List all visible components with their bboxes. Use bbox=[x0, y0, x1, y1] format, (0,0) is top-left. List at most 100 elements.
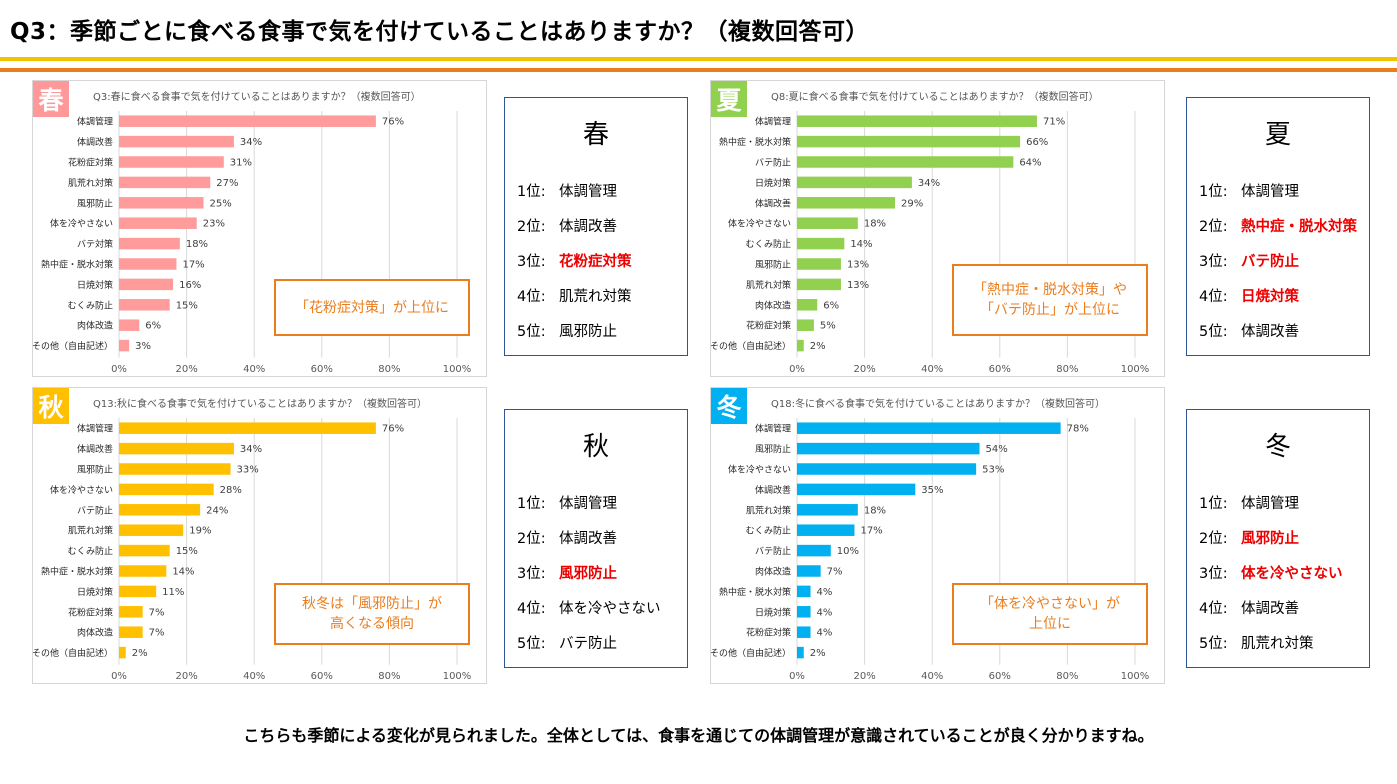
summer-value-label: 13% bbox=[847, 260, 869, 271]
winter-value-label: 54% bbox=[986, 444, 1008, 455]
summer-x-tick-label: 20% bbox=[853, 364, 875, 375]
winter-value-label: 10% bbox=[837, 546, 859, 557]
winter-value-label: 17% bbox=[860, 526, 882, 537]
summer-category-label: バテ防止 bbox=[755, 157, 791, 169]
spring-rank-item: 4位: 肌荒れ対策 bbox=[517, 285, 632, 306]
spring-value-label: 27% bbox=[216, 178, 238, 189]
spring-badge: 春 bbox=[33, 81, 69, 117]
summer-ranking-box: 夏 1位: 体調管理 2位: 熱中症・脱水対策 3位: バテ防止 4位: 日焼対策 5位: 体調改… bbox=[1186, 97, 1370, 356]
winter-category-label: 熱中症・脱水対策 bbox=[719, 586, 791, 598]
winter-rank-number: 3位: bbox=[1199, 566, 1228, 582]
autumn-category-label: 日焼対策 bbox=[77, 586, 113, 598]
autumn-value-label: 28% bbox=[220, 485, 242, 496]
winter-bar bbox=[797, 442, 980, 455]
winter-value-label: 7% bbox=[827, 567, 843, 578]
summer-rank-number: 1位: bbox=[1199, 184, 1228, 200]
autumn-value-label: 34% bbox=[240, 444, 262, 455]
autumn-rank-item: 2位: 体調改善 bbox=[517, 527, 617, 548]
winter-bar bbox=[797, 463, 977, 475]
spring-chart-panel: 春 Q3:春に食べる食事で気を付けていることはありますか？（複数回答可） 0% 2… bbox=[32, 80, 487, 377]
summer-category-label: むくみ防止 bbox=[746, 238, 791, 250]
winter-rank-label: 風邪防止 bbox=[1241, 531, 1299, 547]
summer-rank-label: 日焼対策 bbox=[1241, 289, 1299, 305]
autumn-bar bbox=[119, 585, 157, 598]
summer-rank-number: 4位: bbox=[1199, 289, 1228, 305]
spring-rank-number: 4位: bbox=[517, 289, 546, 305]
spring-rank-number: 3位: bbox=[517, 254, 546, 270]
winter-value-label: 18% bbox=[864, 505, 886, 516]
autumn-category-label: 肉体改造 bbox=[77, 627, 113, 639]
autumn-rank-label: 体調管理 bbox=[559, 496, 617, 512]
page-title: Q3：季節ごとに食べる食事で気を付けていることはありますか？（複数回答可） bbox=[10, 19, 870, 45]
spring-category-label: 肌荒れ対策 bbox=[68, 177, 113, 189]
autumn-bar bbox=[119, 504, 201, 516]
autumn-bar bbox=[119, 565, 167, 577]
summer-rank-item: 1位: 体調管理 bbox=[1199, 180, 1299, 201]
spring-bar bbox=[119, 217, 197, 229]
autumn-chart-title: Q13:秋に食べる食事で気を付けていることはありますか？（複数回答可） bbox=[93, 399, 427, 410]
spring-x-tick-label: 40% bbox=[243, 364, 265, 375]
autumn-rank-label: 風邪防止 bbox=[559, 566, 617, 582]
spring-value-label: 17% bbox=[182, 260, 204, 271]
spring-category-label: 熱中症・脱水対策 bbox=[41, 259, 113, 271]
autumn-rank-label: バテ防止 bbox=[559, 636, 617, 652]
summer-value-label: 71% bbox=[1043, 117, 1065, 128]
winter-ranking-box: 冬 1位: 体調管理 2位: 風邪防止 3位: 体を冷やさない 4位: 体調改善 5位: 肌荒れ対… bbox=[1186, 409, 1370, 668]
spring-category-label: 体調管理 bbox=[77, 116, 113, 128]
winter-category-label: 日焼対策 bbox=[755, 606, 791, 618]
autumn-x-tick-label: 60% bbox=[311, 671, 333, 682]
spring-rank-item: 3位: 花粉症対策 bbox=[517, 250, 632, 271]
winter-bar bbox=[797, 565, 821, 577]
winter-value-label: 4% bbox=[817, 607, 833, 618]
summer-rank-item: 3位: バテ防止 bbox=[1199, 250, 1299, 271]
autumn-rank-number: 2位: bbox=[517, 531, 546, 547]
spring-bar bbox=[119, 319, 140, 331]
autumn-value-label: 15% bbox=[176, 546, 198, 557]
header-rule-orange bbox=[0, 68, 1397, 72]
summer-x-tick-label: 40% bbox=[921, 364, 943, 375]
winter-category-label: 体を冷やさない bbox=[728, 464, 791, 476]
spring-x-tick-label: 0% bbox=[111, 364, 127, 375]
spring-x-tick-label: 20% bbox=[175, 364, 197, 375]
winter-rank-item: 3位: 体を冷やさない bbox=[1199, 562, 1343, 583]
summer-chart-title: Q8:夏に食べる食事で気を付けていることはありますか？（複数回答可） bbox=[771, 92, 1099, 103]
winter-rank-number: 1位: bbox=[1199, 496, 1228, 512]
spring-bar-chart: 0% 20% 40% 60% 80% 100% 体調管理 76% 体調改善 34% 花粉症対策 31%… bbox=[33, 111, 471, 375]
spring-rank-item: 5位: 風邪防止 bbox=[517, 320, 617, 341]
autumn-x-tick-label: 20% bbox=[175, 671, 197, 682]
autumn-value-label: 76% bbox=[382, 424, 404, 435]
spring-rank-label: 体調管理 bbox=[559, 184, 617, 200]
summer-value-label: 18% bbox=[864, 219, 886, 230]
autumn-rank-number: 1位: bbox=[517, 496, 546, 512]
autumn-rank-number: 5位: bbox=[517, 636, 546, 652]
autumn-rank-label: 体を冷やさない bbox=[559, 601, 661, 617]
winter-bar bbox=[797, 646, 804, 659]
summer-bar bbox=[797, 278, 841, 291]
summer-rank-label: バテ防止 bbox=[1241, 254, 1299, 270]
summer-value-label: 66% bbox=[1026, 137, 1048, 148]
winter-value-label: 35% bbox=[921, 485, 943, 496]
autumn-bar bbox=[119, 422, 376, 434]
spring-rank-item: 2位: 体調改善 bbox=[517, 215, 617, 236]
summer-category-label: 肌荒れ対策 bbox=[746, 279, 791, 291]
spring-bar bbox=[119, 156, 224, 168]
spring-callout: 「花粉症対策」が上位に bbox=[274, 279, 470, 336]
summer-category-label: 体を冷やさない bbox=[728, 218, 791, 230]
autumn-callout-line-1: 秋冬は「風邪防止」が bbox=[302, 596, 442, 612]
autumn-badge: 秋 bbox=[33, 388, 69, 424]
summer-bar bbox=[797, 115, 1037, 127]
spring-ranking-box: 春 1位: 体調管理 2位: 体調改善 3位: 花粉症対策 4位: 肌荒れ対策 5位: 風邪防止 bbox=[504, 97, 688, 356]
winter-category-label: その他（自由記述） bbox=[711, 647, 791, 659]
winter-chart-panel: 冬 Q18:冬に食べる食事で気を付けていることはありますか？（複数回答可） 0%… bbox=[710, 387, 1165, 684]
autumn-category-label: 体調改善 bbox=[77, 443, 113, 455]
summer-x-tick-label: 100% bbox=[1121, 364, 1150, 375]
autumn-rank-label: 体調改善 bbox=[559, 531, 617, 547]
footer-summary: こちらも季節による変化が見られました。全体としては、食事を通じての体調管理が意識… bbox=[243, 726, 1154, 745]
spring-rank-label: 肌荒れ対策 bbox=[559, 289, 632, 305]
summer-rank-item: 5位: 体調改善 bbox=[1199, 320, 1299, 341]
autumn-x-tick-label: 40% bbox=[243, 671, 265, 682]
autumn-value-label: 24% bbox=[206, 505, 228, 516]
autumn-bar bbox=[119, 606, 143, 618]
spring-value-label: 6% bbox=[145, 321, 161, 332]
winter-x-tick-label: 80% bbox=[1056, 671, 1078, 682]
